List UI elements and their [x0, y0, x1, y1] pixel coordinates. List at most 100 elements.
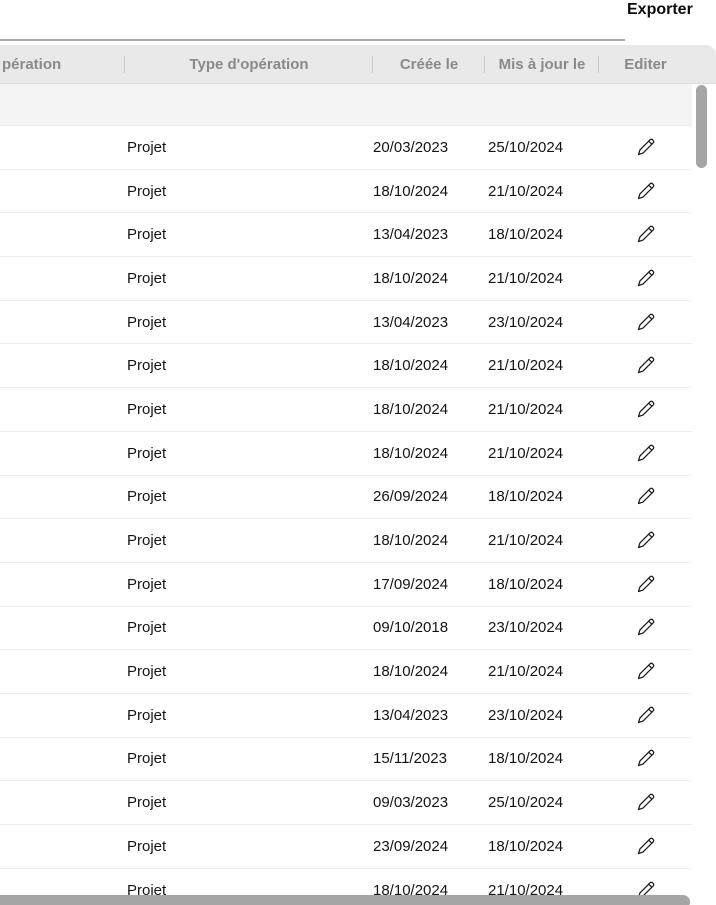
edit-button[interactable] [634, 704, 657, 727]
edit-button[interactable] [634, 267, 657, 290]
pencil-icon [637, 531, 655, 549]
cell-created-date: 23/09/2024 [373, 837, 449, 855]
cell-edit [599, 616, 692, 639]
cell-edit [599, 398, 692, 421]
table-row: Projet 18/10/2024 21/10/2024 [0, 431, 692, 476]
pencil-icon [637, 837, 655, 854]
cell-updated-date: 21/10/2024 [488, 881, 564, 899]
header-edit: Editer [624, 55, 667, 73]
cell-operation-type: Projet [127, 138, 167, 156]
table-row: Projet 26/09/2024 18/10/2024 [0, 475, 692, 520]
table-top-spacer [0, 84, 692, 126]
cell-operation-type: Projet [127, 357, 167, 375]
edit-button[interactable] [634, 835, 657, 858]
cell-edit [599, 223, 692, 246]
edit-button[interactable] [634, 311, 657, 334]
edit-button[interactable] [634, 747, 657, 770]
edit-button[interactable] [634, 616, 657, 639]
table-body: Projet 20/03/2023 25/10/2024 Projet 18/1… [0, 126, 692, 905]
cell-updated-date: 25/10/2024 [488, 794, 564, 812]
header-operation-name: pération [0, 56, 125, 73]
table-row: Projet 18/10/2024 21/10/2024 [0, 169, 692, 214]
cell-operation-type: Projet [127, 663, 167, 681]
cell-updated-date: 18/10/2024 [488, 750, 564, 768]
edit-button[interactable] [634, 223, 657, 246]
edit-button[interactable] [634, 791, 657, 814]
cell-operation-type: Projet [127, 400, 167, 418]
cell-updated-date: 21/10/2024 [488, 269, 564, 287]
cell-operation-type: Projet [127, 488, 167, 506]
cell-updated-date: 23/10/2024 [488, 619, 564, 637]
table-row: Projet 18/10/2024 21/10/2024 [0, 388, 692, 432]
table-header: pération Type d'opération Créée le Mis à… [0, 45, 716, 84]
pencil-icon [637, 138, 655, 155]
export-button[interactable]: Exporter [627, 1, 693, 18]
edit-button[interactable] [634, 354, 657, 377]
cell-operation-type: Projet [127, 837, 167, 855]
scrollbar-gutter [692, 84, 716, 905]
table-row: Projet 15/11/2023 18/10/2024 [0, 737, 692, 782]
cell-created-date: 18/10/2024 [373, 444, 449, 462]
cell-edit [599, 180, 692, 203]
cell-created-date: 18/10/2024 [373, 663, 449, 681]
cell-operation-type: Projet [127, 444, 167, 462]
header-updated: Mis à jour le [485, 56, 599, 73]
cell-created-date: 15/11/2023 [373, 750, 447, 768]
edit-button[interactable] [634, 180, 657, 203]
table-row: Projet 18/10/2024 21/10/2024 [0, 650, 692, 694]
pencil-icon [637, 313, 655, 330]
cell-created-date: 18/10/2024 [373, 532, 449, 550]
cell-operation-type: Projet [127, 269, 167, 287]
cell-created-date: 09/03/2023 [373, 794, 449, 812]
cell-created-date: 18/10/2024 [373, 357, 449, 375]
cell-operation-type: Projet [127, 313, 167, 331]
table-row: Projet 17/09/2024 18/10/2024 [0, 562, 692, 607]
edit-button[interactable] [634, 485, 657, 508]
pencil-icon [637, 356, 655, 374]
cell-operation-type: Projet [127, 619, 167, 637]
vertical-scrollbar[interactable] [696, 85, 707, 168]
pencil-icon [637, 750, 655, 767]
table-row: Projet 13/04/2023 23/10/2024 [0, 300, 692, 345]
cell-edit [599, 704, 692, 727]
cell-operation-type: Projet [127, 881, 167, 899]
edit-button[interactable] [634, 529, 657, 552]
cell-edit [599, 485, 692, 508]
table-row: Projet 18/10/2024 21/10/2024 [0, 257, 692, 301]
pencil-icon [637, 619, 655, 636]
cell-edit [599, 791, 692, 814]
cell-updated-date: 18/10/2024 [488, 226, 564, 244]
cell-created-date: 13/04/2023 [373, 226, 449, 244]
cell-updated-date: 23/10/2024 [488, 706, 564, 724]
pencil-icon [637, 400, 655, 418]
edit-button[interactable] [634, 660, 657, 683]
operations-table: pération Type d'opération Créée le Mis à… [0, 45, 716, 905]
cell-operation-type: Projet [127, 532, 167, 550]
table-row: Projet 09/03/2023 25/10/2024 [0, 781, 692, 825]
horizontal-scrollbar[interactable] [0, 895, 690, 905]
pencil-icon [637, 444, 655, 461]
edit-button[interactable] [634, 398, 657, 421]
cell-created-date: 20/03/2023 [373, 138, 449, 156]
cell-edit [599, 747, 692, 770]
cell-edit [599, 442, 692, 465]
cell-edit [599, 311, 692, 334]
cell-updated-date: 21/10/2024 [488, 357, 564, 375]
cell-created-date: 13/04/2023 [373, 706, 449, 724]
cell-updated-date: 21/10/2024 [488, 532, 564, 550]
cell-operation-type: Projet [127, 575, 167, 593]
pencil-icon [637, 793, 655, 811]
edit-button[interactable] [634, 573, 657, 596]
cell-operation-type: Projet [127, 706, 167, 724]
pencil-icon [637, 487, 655, 505]
cell-created-date: 18/10/2024 [373, 182, 449, 200]
cell-updated-date: 21/10/2024 [488, 182, 564, 200]
edit-button[interactable] [634, 442, 657, 465]
cell-operation-type: Projet [127, 794, 167, 812]
cell-updated-date: 21/10/2024 [488, 663, 564, 681]
edit-button[interactable] [634, 136, 657, 159]
cell-edit [599, 354, 692, 377]
cell-edit [599, 573, 692, 596]
table-row: Projet 18/10/2024 21/10/2024 [0, 519, 692, 563]
